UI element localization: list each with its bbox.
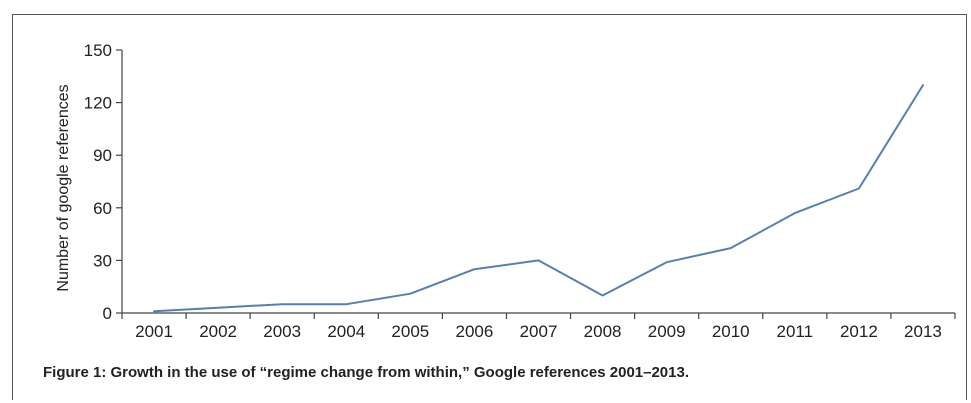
data-point — [666, 261, 668, 263]
data-point — [922, 84, 924, 86]
y-tick-label: 90 — [93, 146, 112, 165]
y-tick-label: 60 — [93, 199, 112, 218]
data-point — [794, 212, 796, 214]
data-point — [345, 303, 347, 305]
series-line — [153, 84, 924, 313]
data-point — [858, 188, 860, 190]
data-point — [538, 259, 540, 261]
x-tick-label: 2003 — [263, 322, 301, 341]
x-tick-label: 2001 — [135, 322, 173, 341]
data-point — [730, 247, 732, 249]
data-point — [217, 307, 219, 309]
x-tick-label: 2002 — [199, 322, 237, 341]
data-point — [153, 310, 155, 312]
y-tick-label: 150 — [84, 41, 112, 60]
y-tick-label: 30 — [93, 251, 112, 270]
data-point — [602, 294, 604, 296]
data-point — [281, 303, 283, 305]
x-tick-label: 2009 — [648, 322, 686, 341]
figure-caption: Figure 1: Growth in the use of “regime c… — [43, 364, 690, 381]
x-tick-label: 2004 — [327, 322, 365, 341]
x-tick-label: 2013 — [904, 322, 942, 341]
line-chart: Number of google references 0 30 60 90 120 15… — [55, 41, 956, 341]
x-tick-label: 2012 — [840, 322, 878, 341]
figure-frame — [12, 14, 967, 400]
data-point — [473, 268, 475, 270]
x-tick-label: 2011 — [777, 322, 814, 341]
x-tick-label: 2007 — [520, 322, 558, 341]
x-tick-label: 2005 — [391, 322, 429, 341]
x-tick-label: 2010 — [712, 322, 750, 341]
x-tick-label: 2006 — [456, 322, 494, 341]
data-point — [409, 293, 411, 295]
y-tick-label: 120 — [84, 94, 112, 113]
plot-area: 0 30 60 90 120 150 2001 2002 2003 2004 2005 2006 200… — [84, 41, 956, 341]
x-tick-label: 2008 — [584, 322, 622, 341]
y-tick-label: 0 — [103, 304, 112, 323]
y-axis-label: Number of google references — [55, 84, 72, 291]
